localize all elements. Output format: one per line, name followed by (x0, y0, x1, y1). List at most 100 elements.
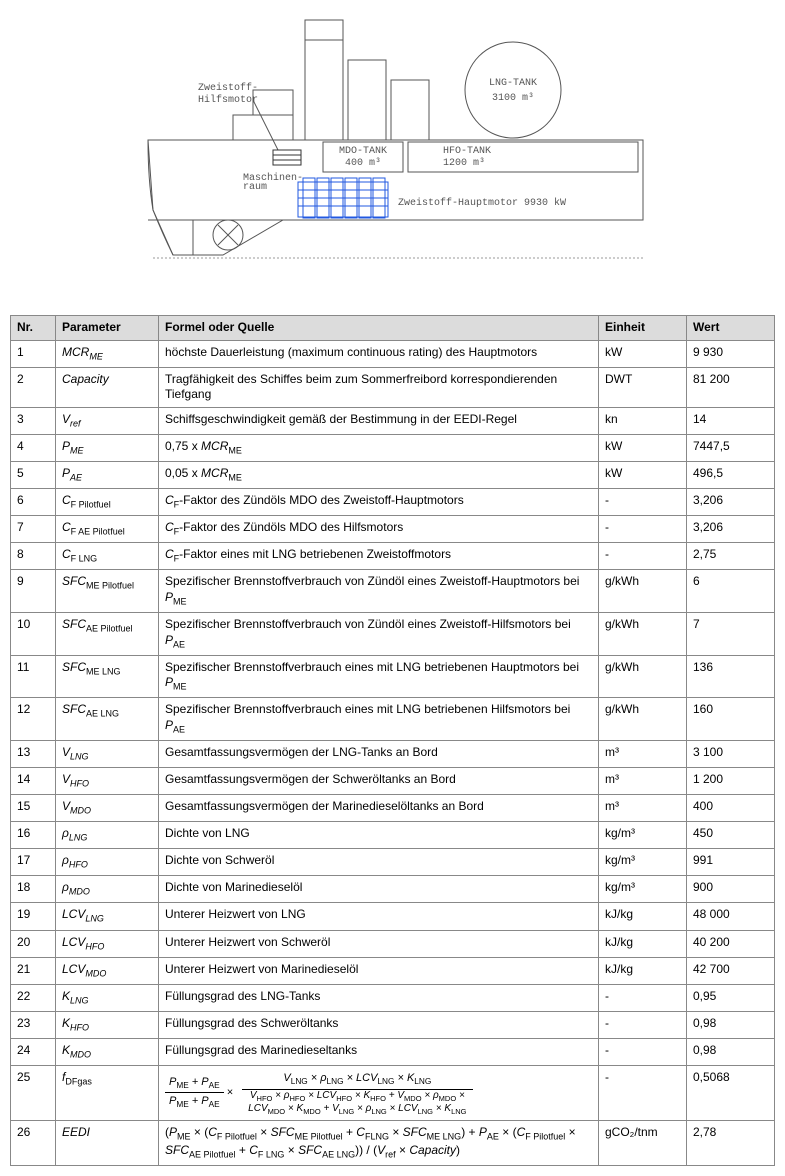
cell-einheit: kJ/kg (599, 957, 687, 984)
cell-einheit: g/kWh (599, 613, 687, 656)
cell-wert: 0,98 (687, 1038, 775, 1065)
cell-nr: 24 (11, 1038, 56, 1065)
engine-room-label-2: raum (243, 182, 267, 193)
table-row: 12SFCAE LNGSpezifischer Brennstoffverbra… (11, 698, 775, 741)
cell-wert: 0,95 (687, 984, 775, 1011)
cell-param: VLNG (56, 741, 159, 768)
table-row: 5PAE0,05 x MCRMEkW496,5 (11, 462, 775, 489)
cell-einheit: - (599, 489, 687, 516)
cell-nr: 23 (11, 1011, 56, 1038)
hfo-volume-label: 1200 m³ (443, 158, 485, 169)
cell-einheit: m³ (599, 768, 687, 795)
cell-formel: Dichte von LNG (159, 822, 599, 849)
cell-nr: 17 (11, 849, 56, 876)
table-row: 10SFCAE PilotfuelSpezifischer Brennstoff… (11, 613, 775, 656)
cell-wert: 136 (687, 655, 775, 698)
cell-nr: 10 (11, 613, 56, 656)
cell-param: ρHFO (56, 849, 159, 876)
cell-wert: 991 (687, 849, 775, 876)
table-row: 16ρLNGDichte von LNGkg/m³450 (11, 822, 775, 849)
aux-engine-label-1: Zweistoff- (198, 82, 258, 94)
cell-formel: Unterer Heizwert von Marinedieselöl (159, 957, 599, 984)
cell-einheit: kg/m³ (599, 822, 687, 849)
cell-param: VMDO (56, 795, 159, 822)
cell-nr: 2 (11, 367, 56, 407)
table-row: 24KMDOFüllungsgrad des Marinedieseltanks… (11, 1038, 775, 1065)
table-row: 4PME0,75 x MCRMEkW7447,5 (11, 434, 775, 461)
cell-formel: höchste Dauerleistung (maximum continuou… (159, 340, 599, 367)
cell-einheit: g/kWh (599, 570, 687, 613)
table-header-row: Nr. Parameter Formel oder Quelle Einheit… (11, 316, 775, 341)
main-engine-label: Zweistoff-Hauptmotor 9930 kW (398, 197, 566, 209)
header-param: Parameter (56, 316, 159, 341)
cell-wert: 9 930 (687, 340, 775, 367)
cell-param: Capacity (56, 367, 159, 407)
table-row: 2CapacityTragfähigkeit des Schiffes beim… (11, 367, 775, 407)
cell-einheit: m³ (599, 795, 687, 822)
cell-wert: 6 (687, 570, 775, 613)
table-row: 11SFCME LNGSpezifischer Brennstoffverbra… (11, 655, 775, 698)
cell-formel: Füllungsgrad des Schweröltanks (159, 1011, 599, 1038)
cell-formel: Tragfähigkeit des Schiffes beim zum Somm… (159, 367, 599, 407)
table-row: 6CF PilotfuelCF-Faktor des Zündöls MDO d… (11, 489, 775, 516)
cell-einheit: DWT (599, 367, 687, 407)
header-einheit: Einheit (599, 316, 687, 341)
cell-nr: 22 (11, 984, 56, 1011)
cell-param: LCVHFO (56, 930, 159, 957)
cell-einheit: - (599, 1065, 687, 1120)
cell-wert: 40 200 (687, 930, 775, 957)
cell-einheit: g/kWh (599, 698, 687, 741)
cell-param: fDFgas (56, 1065, 159, 1120)
cell-formel: Unterer Heizwert von Schweröl (159, 930, 599, 957)
cell-param: MCRME (56, 340, 159, 367)
table-row: 9SFCME PilotfuelSpezifischer Brennstoffv… (11, 570, 775, 613)
cell-einheit: kW (599, 462, 687, 489)
cell-formel: Schiffsgeschwindigkeit gemäß der Bestimm… (159, 407, 599, 434)
cell-nr: 18 (11, 876, 56, 903)
cell-param: ρLNG (56, 822, 159, 849)
lng-volume-label: 3100 m³ (491, 93, 533, 104)
cell-wert: 0,98 (687, 1011, 775, 1038)
table-row: 7CF AE PilotfuelCF-Faktor des Zündöls MD… (11, 516, 775, 543)
cell-param: CF LNG (56, 543, 159, 570)
cell-nr: 11 (11, 655, 56, 698)
table-row: 26EEDI(PME × (CF Pilotfuel × SFCME Pilot… (11, 1120, 775, 1165)
cell-formel: CF-Faktor des Zündöls MDO des Hilfsmotor… (159, 516, 599, 543)
cell-wert: 400 (687, 795, 775, 822)
cell-einheit: kW (599, 434, 687, 461)
cell-wert: 2,75 (687, 543, 775, 570)
cell-wert: 48 000 (687, 903, 775, 930)
cell-nr: 20 (11, 930, 56, 957)
cell-nr: 12 (11, 698, 56, 741)
cell-formel: Füllungsgrad des Marinedieseltanks (159, 1038, 599, 1065)
table-row: 25fDFgasPME + PAEPME + PAE × VLNG × ρLNG… (11, 1065, 775, 1120)
cell-formel: (PME × (CF Pilotfuel × SFCME Pilotfuel +… (159, 1120, 599, 1165)
cell-wert: 14 (687, 407, 775, 434)
cell-nr: 9 (11, 570, 56, 613)
cell-nr: 5 (11, 462, 56, 489)
cell-param: LCVLNG (56, 903, 159, 930)
cell-nr: 25 (11, 1065, 56, 1120)
cell-einheit: kg/m³ (599, 849, 687, 876)
cell-einheit: m³ (599, 741, 687, 768)
cell-wert: 160 (687, 698, 775, 741)
cell-param: PAE (56, 462, 159, 489)
table-row: 15VMDOGesamtfassungsvermögen der Marined… (11, 795, 775, 822)
cell-einheit: gCO₂/tnm (599, 1120, 687, 1165)
cell-param: SFCAE LNG (56, 698, 159, 741)
table-row: 13VLNGGesamtfassungsvermögen der LNG-Tan… (11, 741, 775, 768)
cell-einheit: - (599, 543, 687, 570)
table-row: 22KLNGFüllungsgrad des LNG-Tanks-0,95 (11, 984, 775, 1011)
table-row: 17ρHFODichte von Schwerölkg/m³991 (11, 849, 775, 876)
cell-formel: Gesamtfassungsvermögen der Schweröltanks… (159, 768, 599, 795)
cell-param: SFCAE Pilotfuel (56, 613, 159, 656)
cell-nr: 1 (11, 340, 56, 367)
cell-nr: 19 (11, 903, 56, 930)
parameter-table: Nr. Parameter Formel oder Quelle Einheit… (10, 315, 775, 1166)
cell-param: SFCME LNG (56, 655, 159, 698)
cell-param: Vref (56, 407, 159, 434)
table-row: 8CF LNGCF-Faktor eines mit LNG betrieben… (11, 543, 775, 570)
cell-wert: 1 200 (687, 768, 775, 795)
cell-nr: 21 (11, 957, 56, 984)
cell-formel: Spezifischer Brennstoffverbrauch von Zün… (159, 570, 599, 613)
